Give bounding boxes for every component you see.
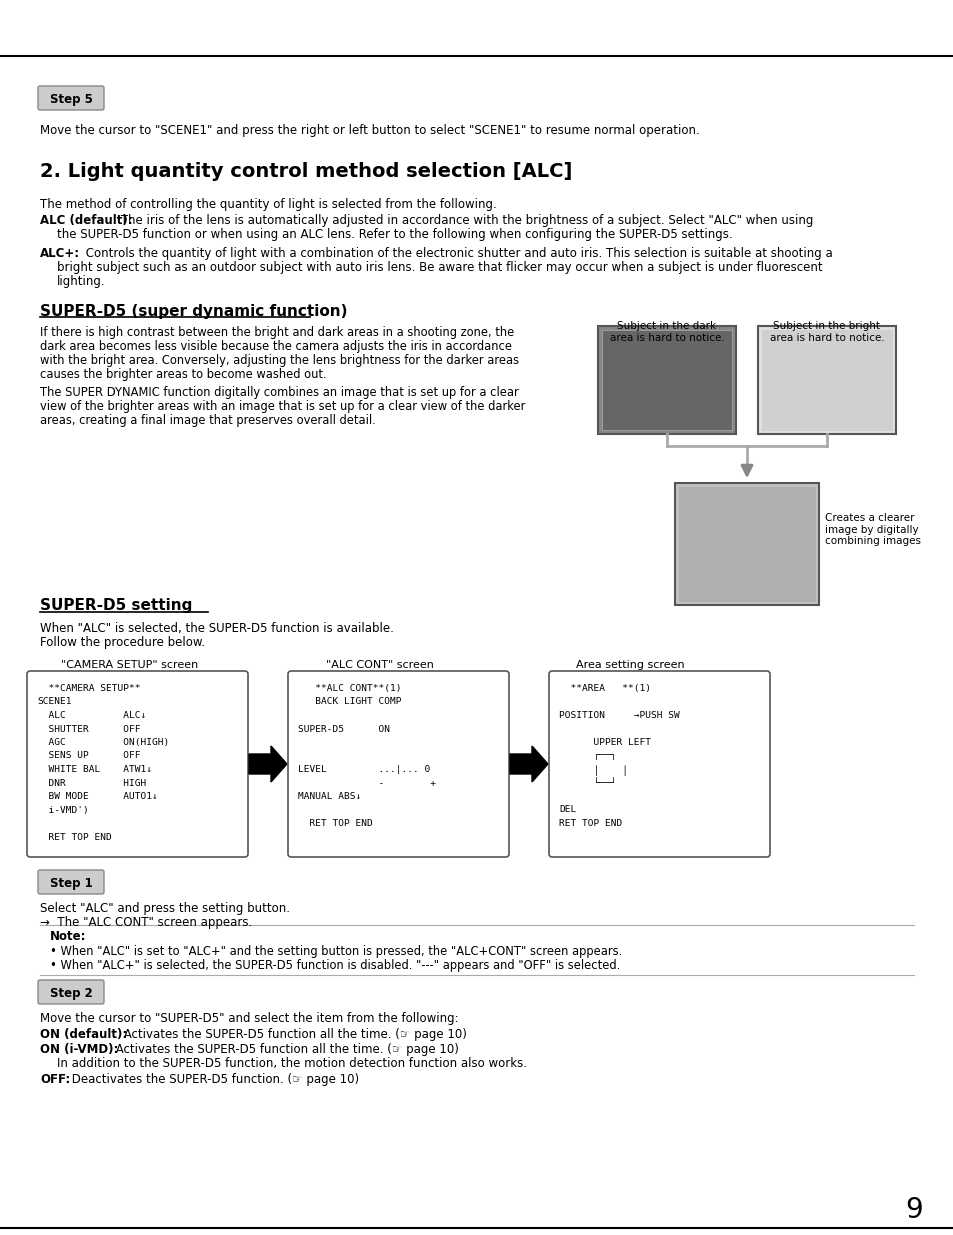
Text: **ALC CONT**(1): **ALC CONT**(1) (297, 684, 401, 693)
Text: **AREA   **(1): **AREA **(1) (558, 684, 650, 693)
Text: lighting.: lighting. (57, 275, 106, 288)
FancyBboxPatch shape (679, 487, 814, 601)
Text: When "ALC" is selected, the SUPER-D5 function is available.: When "ALC" is selected, the SUPER-D5 fun… (40, 622, 394, 635)
Text: the SUPER-D5 function or when using an ALC lens. Refer to the following when con: the SUPER-D5 function or when using an A… (57, 228, 732, 241)
FancyBboxPatch shape (288, 671, 509, 857)
Text: In addition to the SUPER-D5 function, the motion detection function also works.: In addition to the SUPER-D5 function, th… (57, 1057, 526, 1070)
Text: DNR          HIGH: DNR HIGH (37, 778, 146, 788)
FancyBboxPatch shape (675, 483, 818, 605)
Text: The iris of the lens is automatically adjusted in accordance with the brightness: The iris of the lens is automatically ad… (117, 214, 813, 227)
FancyBboxPatch shape (758, 326, 895, 433)
Text: Deactivates the SUPER-D5 function. (☞ page 10): Deactivates the SUPER-D5 function. (☞ pa… (68, 1073, 358, 1086)
Text: └──┘: └──┘ (558, 778, 616, 788)
FancyBboxPatch shape (598, 326, 735, 433)
Text: Step 1: Step 1 (50, 877, 92, 889)
Text: ALC (default):: ALC (default): (40, 214, 132, 227)
Text: WHITE BAL    ATW1↓: WHITE BAL ATW1↓ (37, 764, 152, 774)
Text: SCENE1: SCENE1 (37, 698, 71, 706)
Text: RET TOP END: RET TOP END (558, 819, 621, 827)
Text: Activates the SUPER-D5 function all the time. (☞ page 10): Activates the SUPER-D5 function all the … (112, 1044, 458, 1056)
Text: • When "ALC+" is selected, the SUPER-D5 function is disabled. "---" appears and : • When "ALC+" is selected, the SUPER-D5 … (50, 960, 619, 972)
Text: Activates the SUPER-D5 function all the time. (☞ page 10): Activates the SUPER-D5 function all the … (120, 1028, 466, 1041)
Text: SUPER-D5 setting: SUPER-D5 setting (40, 598, 193, 613)
Text: Note:: Note: (50, 930, 87, 944)
Text: Area setting screen: Area setting screen (575, 659, 683, 671)
Text: AGC          ON(HIGH): AGC ON(HIGH) (37, 739, 169, 747)
Text: Subject in the dark
area is hard to notice.: Subject in the dark area is hard to noti… (609, 321, 723, 342)
Text: RET TOP END: RET TOP END (297, 819, 373, 827)
Text: with the bright area. Conversely, adjusting the lens brightness for the darker a: with the bright area. Conversely, adjust… (40, 354, 518, 367)
Text: SENS UP      OFF: SENS UP OFF (37, 752, 140, 761)
Text: The method of controlling the quantity of light is selected from the following.: The method of controlling the quantity o… (40, 198, 497, 211)
Text: SUPER-D5 (super dynamic function): SUPER-D5 (super dynamic function) (40, 304, 347, 319)
Polygon shape (249, 746, 287, 782)
Text: ON (default):: ON (default): (40, 1028, 127, 1041)
Text: Controls the quantity of light with a combination of the electronic shutter and : Controls the quantity of light with a co… (82, 247, 832, 261)
Text: DEL: DEL (558, 805, 576, 815)
Text: BACK LIGHT COMP: BACK LIGHT COMP (297, 698, 401, 706)
FancyBboxPatch shape (38, 981, 104, 1004)
Text: │    │: │ │ (558, 764, 627, 776)
Text: OFF:: OFF: (40, 1073, 71, 1086)
Text: bright subject such as an outdoor subject with auto iris lens. Be aware that fli: bright subject such as an outdoor subjec… (57, 261, 821, 274)
Text: view of the brighter areas with an image that is set up for a clear view of the : view of the brighter areas with an image… (40, 400, 525, 412)
Text: "CAMERA SETUP" screen: "CAMERA SETUP" screen (61, 659, 198, 671)
FancyBboxPatch shape (38, 869, 104, 894)
Text: LEVEL         ...|... 0: LEVEL ...|... 0 (297, 764, 430, 774)
Text: Follow the procedure below.: Follow the procedure below. (40, 636, 205, 650)
Text: ┌──┐: ┌──┐ (558, 752, 616, 761)
Text: If there is high contrast between the bright and dark areas in a shooting zone, : If there is high contrast between the br… (40, 326, 514, 338)
Text: Select "ALC" and press the setting button.: Select "ALC" and press the setting butto… (40, 902, 290, 915)
Text: dark area becomes less visible because the camera adjusts the iris in accordance: dark area becomes less visible because t… (40, 340, 512, 353)
Text: areas, creating a final image that preserves overall detail.: areas, creating a final image that prese… (40, 414, 375, 427)
FancyBboxPatch shape (601, 330, 731, 430)
Text: The SUPER DYNAMIC function digitally combines an image that is set up for a clea: The SUPER DYNAMIC function digitally com… (40, 387, 518, 399)
Text: →  The "ALC CONT" screen appears.: → The "ALC CONT" screen appears. (40, 916, 252, 929)
Text: **CAMERA SETUP**: **CAMERA SETUP** (37, 684, 140, 693)
Text: ALC          ALC↓: ALC ALC↓ (37, 711, 146, 720)
Text: ALC+:: ALC+: (40, 247, 80, 261)
FancyBboxPatch shape (38, 86, 104, 110)
Polygon shape (510, 746, 547, 782)
FancyBboxPatch shape (27, 671, 248, 857)
Text: ON (i-VMD):: ON (i-VMD): (40, 1044, 118, 1056)
Text: i-VMD'): i-VMD') (37, 805, 89, 815)
Text: SUPER-D5      ON: SUPER-D5 ON (297, 725, 390, 734)
Text: "ALC CONT" screen: "ALC CONT" screen (326, 659, 434, 671)
Text: Move the cursor to "SCENE1" and press the right or left button to select "SCENE1: Move the cursor to "SCENE1" and press th… (40, 124, 699, 137)
FancyBboxPatch shape (761, 330, 891, 430)
Text: 2. Light quantity control method selection [ALC]: 2. Light quantity control method selecti… (40, 162, 572, 182)
Text: SHUTTER      OFF: SHUTTER OFF (37, 725, 140, 734)
Text: RET TOP END: RET TOP END (37, 832, 112, 841)
Text: Creates a clearer
image by digitally
combining images: Creates a clearer image by digitally com… (824, 513, 920, 546)
FancyBboxPatch shape (548, 671, 769, 857)
Text: BW MODE      AUTO1↓: BW MODE AUTO1↓ (37, 792, 157, 802)
Text: POSITION     →PUSH SW: POSITION →PUSH SW (558, 711, 679, 720)
Text: causes the brighter areas to become washed out.: causes the brighter areas to become wash… (40, 368, 326, 382)
Text: -        +: - + (297, 778, 436, 788)
Text: Step 2: Step 2 (50, 987, 92, 999)
Text: Subject in the bright
area is hard to notice.: Subject in the bright area is hard to no… (769, 321, 883, 342)
Text: • When "ALC" is set to "ALC+" and the setting button is pressed, the "ALC+CONT" : • When "ALC" is set to "ALC+" and the se… (50, 945, 621, 958)
Text: MANUAL ABS↓: MANUAL ABS↓ (297, 792, 361, 802)
Text: Move the cursor to "SUPER-D5" and select the item from the following:: Move the cursor to "SUPER-D5" and select… (40, 1011, 458, 1025)
Text: 9: 9 (904, 1195, 922, 1224)
Text: Step 5: Step 5 (50, 93, 92, 105)
Text: UPPER LEFT: UPPER LEFT (558, 739, 650, 747)
